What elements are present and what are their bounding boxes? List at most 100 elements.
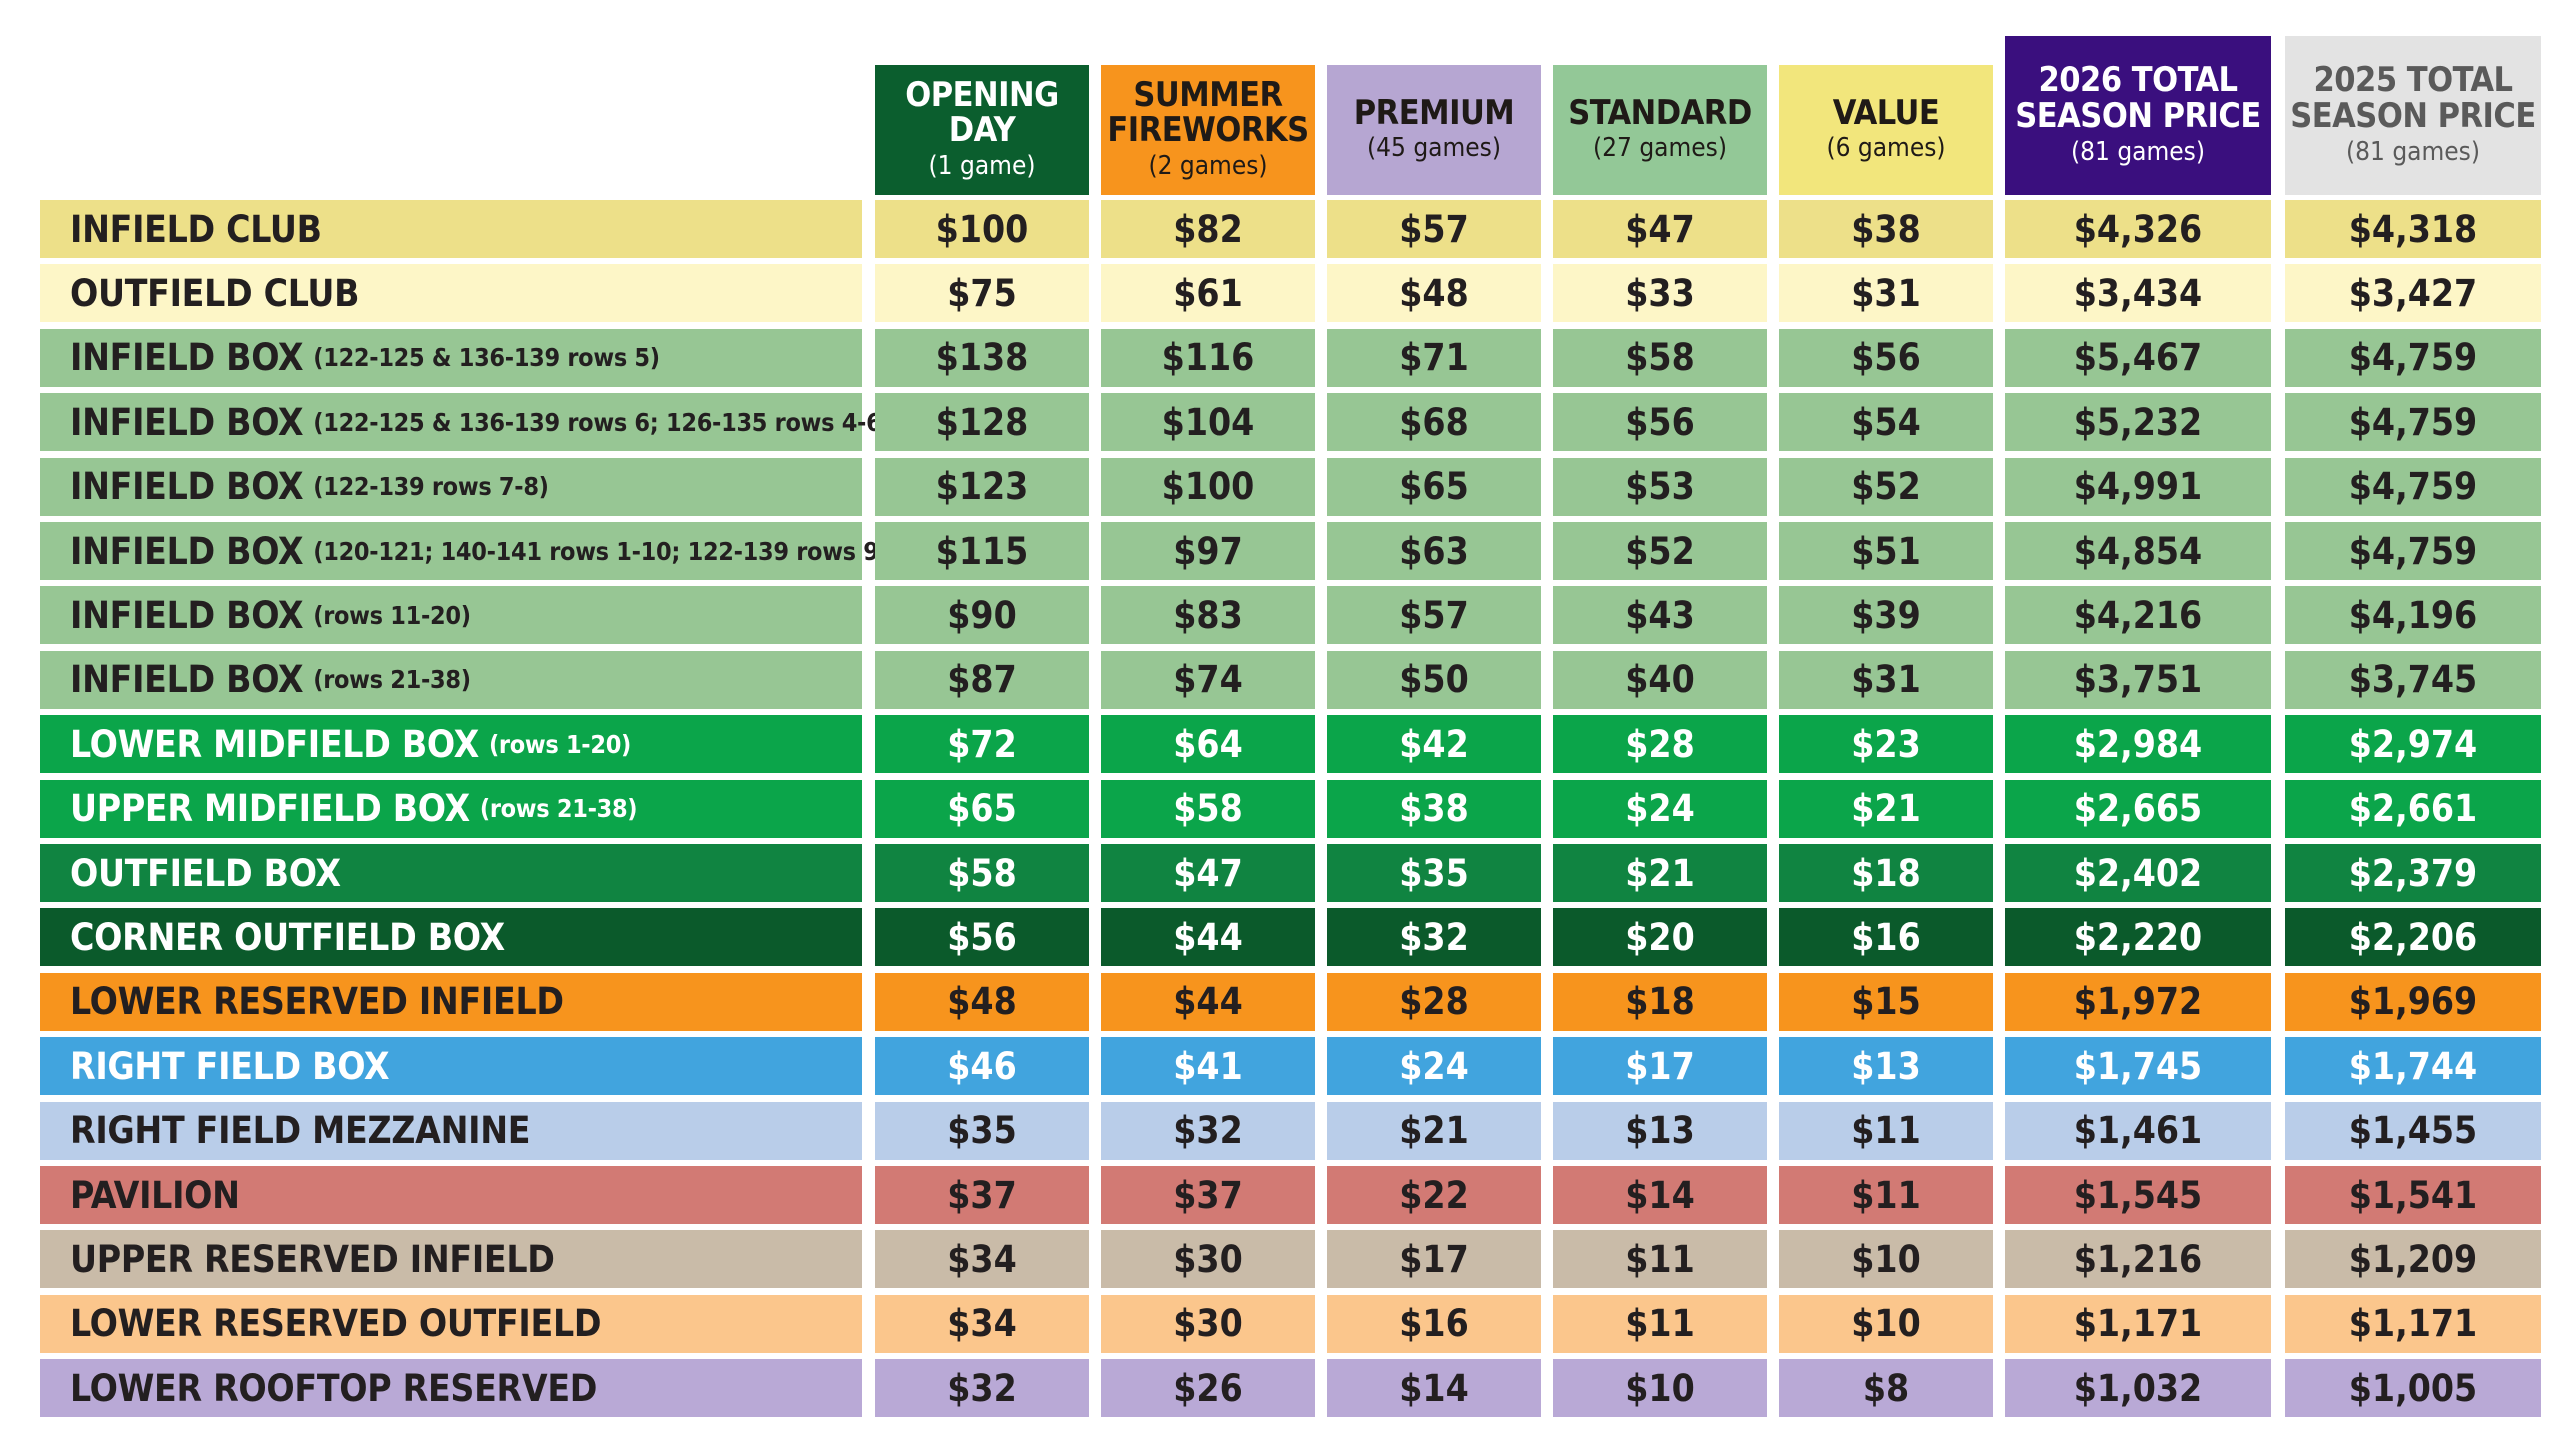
section-name: RIGHT FIELD MEZZANINE [70, 1109, 531, 1153]
section-name-cell: INFIELD CLUB [40, 200, 862, 258]
price-cell-total-2026: $1,745 [2005, 1037, 2271, 1096]
price-cell-total-2025: $4,759 [2285, 393, 2541, 452]
section-name: INFIELD BOX [70, 400, 304, 444]
price-cell-standard: $17 [1553, 1037, 1767, 1096]
section-name: LOWER ROOFTOP RESERVED [70, 1366, 598, 1410]
price-cell-premium: $68 [1327, 393, 1541, 452]
price-cell-standard: $18 [1553, 972, 1767, 1031]
price-cell-summer-fireworks: $61 [1101, 264, 1315, 323]
price-cell-total-2025: $4,196 [2285, 586, 2541, 645]
price-cell-summer-fireworks: $64 [1101, 715, 1315, 774]
price-cell-value: $23 [1779, 715, 1993, 774]
column-header-title: STANDARD [1568, 92, 1752, 133]
table-row: LOWER MIDFIELD BOX (rows 1-20) $72 $64 $42 $2… [0, 715, 2568, 774]
price-cell-opening-day: $87 [875, 650, 1089, 709]
price-cell-summer-fireworks: $26 [1101, 1359, 1315, 1418]
price-cell-total-2026: $1,972 [2005, 972, 2271, 1031]
price-cell-summer-fireworks: $37 [1101, 1166, 1315, 1224]
table-row: CORNER OUTFIELD BOX $56 $44 $32 $20 $16 $2,220… [0, 908, 2568, 967]
section-name: LOWER RESERVED INFIELD [70, 980, 564, 1024]
price-cell-value: $8 [1779, 1359, 1993, 1418]
price-cell-total-2026: $5,467 [2005, 328, 2271, 387]
price-cell-total-2026: $1,545 [2005, 1166, 2271, 1224]
table-row: RIGHT FIELD MEZZANINE $35 $32 $21 $13 $11 $1,4… [0, 1101, 2568, 1160]
price-cell-standard: $53 [1553, 457, 1767, 516]
price-cell-opening-day: $32 [875, 1359, 1089, 1418]
price-cell-summer-fireworks: $74 [1101, 650, 1315, 709]
price-cell-opening-day: $123 [875, 457, 1089, 516]
price-cell-value: $31 [1779, 650, 1993, 709]
price-cell-summer-fireworks: $97 [1101, 522, 1315, 580]
price-cell-total-2026: $1,461 [2005, 1101, 2271, 1160]
table-row: UPPER MIDFIELD BOX (rows 21-38) $65 $58 $38 $… [0, 779, 2568, 838]
price-cell-standard: $11 [1553, 1230, 1767, 1289]
price-cell-premium: $57 [1327, 586, 1541, 645]
column-header-title: OPENING DAY [905, 74, 1059, 151]
price-cell-summer-fireworks: $104 [1101, 393, 1315, 452]
price-cell-opening-day: $100 [875, 200, 1089, 258]
price-cell-premium: $57 [1327, 200, 1541, 258]
price-cell-value: $18 [1779, 844, 1993, 902]
price-cell-value: $52 [1779, 457, 1993, 516]
section-name: INFIELD BOX [70, 593, 304, 637]
price-cell-standard: $20 [1553, 908, 1767, 967]
price-cell-value: $38 [1779, 200, 1993, 258]
price-cell-opening-day: $56 [875, 908, 1089, 967]
price-cell-total-2025: $4,759 [2285, 328, 2541, 387]
column-header-title: SUMMER FIREWORKS [1107, 74, 1309, 151]
price-cell-opening-day: $75 [875, 264, 1089, 323]
price-cell-total-2026: $4,854 [2005, 522, 2271, 580]
price-cell-premium: $21 [1327, 1101, 1541, 1160]
section-name-cell: UPPER RESERVED INFIELD [40, 1230, 862, 1289]
section-name-cell: INFIELD BOX (122-139 rows 7-8) [40, 457, 862, 516]
column-header-value: VALUE (6 games) [1779, 65, 1993, 195]
price-cell-value: $21 [1779, 779, 1993, 838]
column-header-total-2026: 2026 TOTAL SEASON PRICE (81 games) [2005, 36, 2271, 195]
price-cell-premium: $65 [1327, 457, 1541, 516]
section-note: (120-121; 140-141 rows 1-10; 122-139 row… [313, 536, 929, 566]
price-cell-standard: $14 [1553, 1166, 1767, 1224]
section-name-cell: LOWER RESERVED OUTFIELD [40, 1294, 862, 1353]
section-note: (rows 1-20) [488, 729, 632, 759]
section-name: CORNER OUTFIELD BOX [70, 915, 505, 959]
price-cell-standard: $21 [1553, 844, 1767, 902]
price-cell-summer-fireworks: $30 [1101, 1230, 1315, 1289]
table-row: PAVILION $37 $37 $22 $14 $11 $1,545 $1,541 [0, 1166, 2568, 1224]
column-header-title: 2025 TOTAL SEASON PRICE [2290, 60, 2536, 136]
price-cell-premium: $42 [1327, 715, 1541, 774]
table-row: INFIELD BOX (122-125 & 136-139 rows 5) $13… [0, 328, 2568, 387]
price-cell-summer-fireworks: $32 [1101, 1101, 1315, 1160]
price-cell-summer-fireworks: $83 [1101, 586, 1315, 645]
section-name-cell: RIGHT FIELD BOX [40, 1037, 862, 1096]
price-cell-value: $39 [1779, 586, 1993, 645]
price-cell-total-2026: $1,032 [2005, 1359, 2271, 1418]
price-cell-value: $13 [1779, 1037, 1993, 1096]
section-name-cell: INFIELD BOX (rows 11-20) [40, 586, 862, 645]
section-name: UPPER RESERVED INFIELD [70, 1237, 555, 1281]
table-row: OUTFIELD CLUB $75 $61 $48 $33 $31 $3,434 $3,427 [0, 264, 2568, 323]
price-cell-premium: $22 [1327, 1166, 1541, 1224]
price-cell-total-2026: $4,216 [2005, 586, 2271, 645]
price-cell-summer-fireworks: $44 [1101, 908, 1315, 967]
table-row: LOWER RESERVED INFIELD $48 $44 $28 $18 $15 $1,… [0, 972, 2568, 1031]
price-cell-total-2026: $2,984 [2005, 715, 2271, 774]
column-header-title: VALUE [1832, 92, 1940, 133]
table-row: RIGHT FIELD BOX $46 $41 $24 $17 $13 $1,745 $1,7… [0, 1037, 2568, 1096]
price-cell-standard: $28 [1553, 715, 1767, 774]
column-header-subtitle: (6 games) [1826, 133, 1946, 164]
price-cell-opening-day: $48 [875, 972, 1089, 1031]
price-cell-opening-day: $37 [875, 1166, 1089, 1224]
section-name: INFIELD BOX [70, 336, 304, 380]
table-row: INFIELD BOX (rows 21-38) $87 $74 $50 $40 $31 $3… [0, 650, 2568, 709]
section-name-cell: INFIELD BOX (rows 21-38) [40, 650, 862, 709]
column-header-subtitle: (81 games) [2071, 136, 2205, 167]
table-row: INFIELD CLUB $100 $82 $57 $47 $38 $4,326 $4,318 [0, 200, 2568, 258]
section-name: UPPER MIDFIELD BOX [70, 787, 470, 831]
column-header-subtitle: (1 game) [928, 151, 1036, 182]
price-cell-total-2025: $2,974 [2285, 715, 2541, 774]
section-name: RIGHT FIELD BOX [70, 1044, 390, 1088]
price-cell-premium: $35 [1327, 844, 1541, 902]
price-cell-total-2025: $4,759 [2285, 522, 2541, 580]
price-cell-premium: $24 [1327, 1037, 1541, 1096]
column-header-premium: PREMIUM (45 games) [1327, 65, 1541, 195]
